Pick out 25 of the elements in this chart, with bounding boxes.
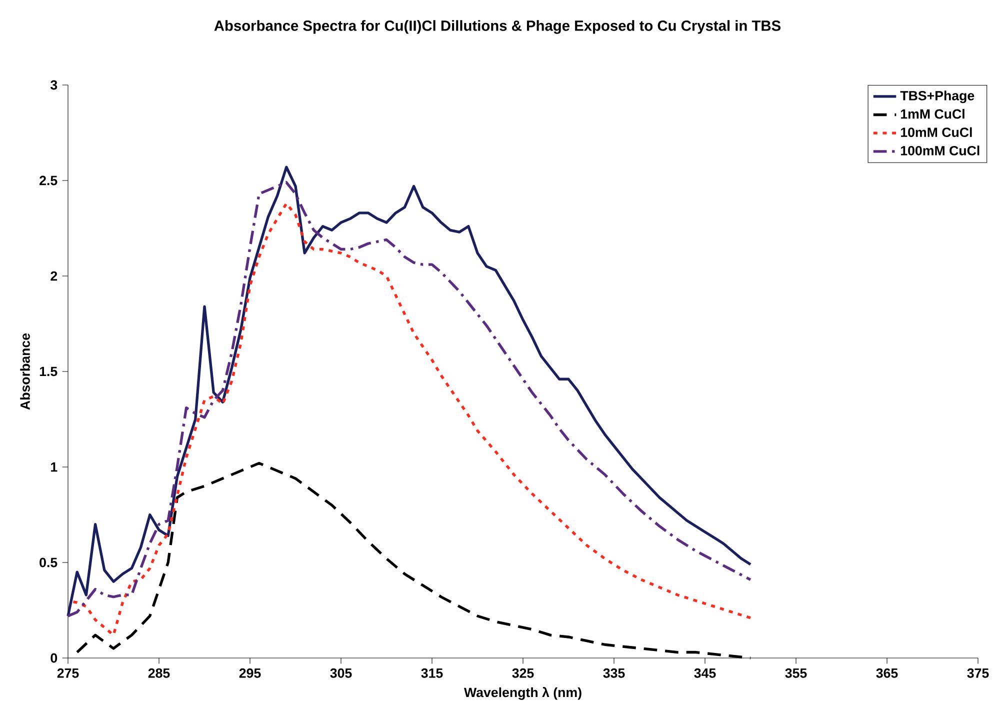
x-tick-label: 305 — [330, 668, 352, 678]
y-tick-label: 2 — [50, 271, 58, 281]
x-tick-label: 295 — [239, 668, 261, 678]
y-axis-title: Absorbance — [20, 333, 30, 410]
y-tick-label: 0 — [50, 653, 58, 663]
x-tick-label: 355 — [785, 668, 807, 678]
legend-label: 10mM CuCl — [900, 127, 972, 138]
legend-label: 100mM CuCl — [900, 146, 980, 156]
x-tick-label: 285 — [148, 668, 170, 678]
y-tick-label: 1.5 — [40, 366, 58, 376]
chart-title: Absorbance Spectra for Cu(II)Cl Dillutions & Phage Exposed to Cu Crystal in TBS — [214, 20, 780, 34]
legend-label: TBS+Phage — [900, 90, 974, 104]
x-tick-label: 365 — [876, 668, 898, 678]
x-tick-label: 325 — [512, 668, 534, 678]
y-tick-label: 3 — [50, 80, 58, 90]
y-tick-label: 0.5 — [40, 558, 58, 568]
x-axis-title: Wavelength λ (nm) — [464, 687, 582, 700]
y-tick-label: 1 — [51, 462, 58, 472]
x-tick-label: 345 — [694, 668, 716, 678]
x-tick-label: 375 — [967, 668, 989, 678]
y-tick-label: 2.5 — [40, 176, 58, 186]
x-tick-label: 275 — [57, 668, 79, 678]
legend-label: 1mM CuCl — [900, 108, 964, 119]
x-tick-label: 315 — [421, 668, 443, 678]
x-tick-label: 335 — [603, 668, 625, 678]
